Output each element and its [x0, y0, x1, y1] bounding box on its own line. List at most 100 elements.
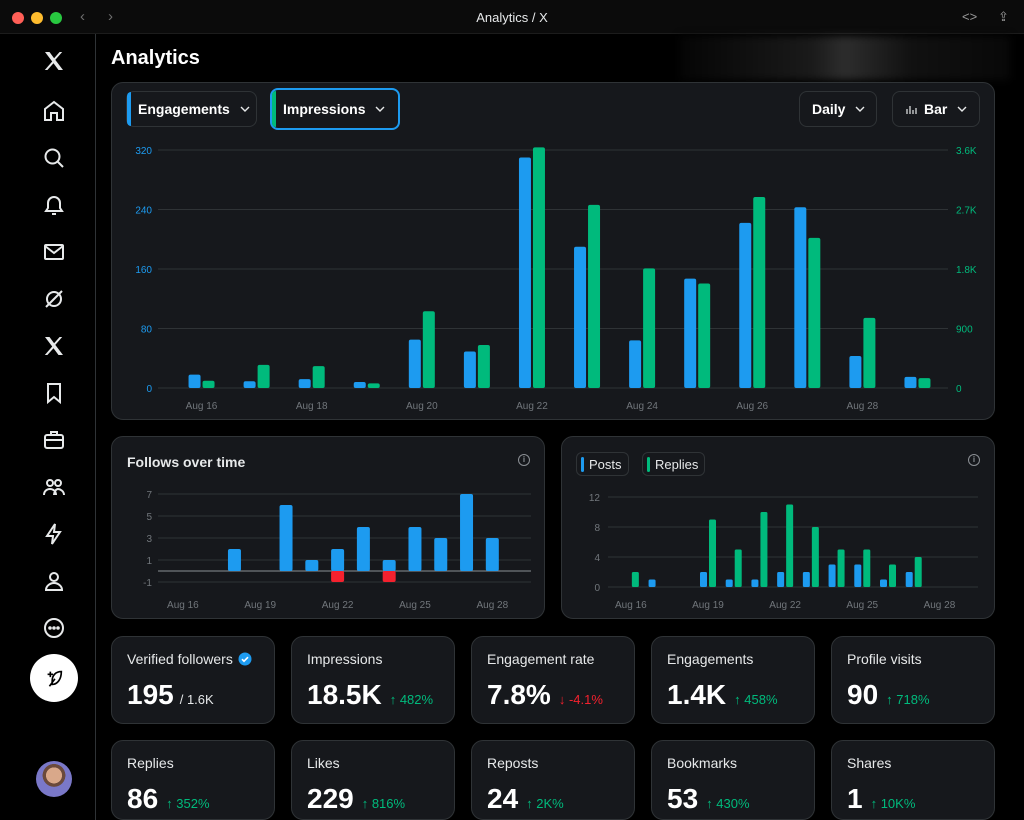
legend-replies[interactable]: Replies [642, 452, 706, 476]
bar-impressions [477, 345, 490, 388]
y-tick-label: 7 [146, 490, 152, 501]
profile-icon[interactable] [33, 563, 75, 599]
stat-card[interactable]: Profile visits 90 ↑ 718% [831, 636, 995, 724]
x-tick-label: Aug 16 [186, 401, 218, 412]
interval-label: Daily [812, 101, 846, 117]
verified-badge-icon [238, 652, 252, 666]
stat-label-text: Reposts [487, 755, 539, 771]
stat-value-text: 53 [667, 783, 699, 814]
bar-impressions [698, 283, 711, 388]
x-tick-label: Aug 20 [406, 401, 438, 412]
metric1-dropdown[interactable]: Engagements [126, 91, 257, 127]
left-tick-label: 160 [135, 265, 152, 276]
stat-value: 1 ↑ 10K% [847, 783, 915, 815]
avatar[interactable] [36, 761, 72, 797]
bar-impressions [863, 317, 876, 388]
x-logo-icon[interactable] [33, 43, 75, 79]
bell-icon[interactable] [33, 187, 75, 223]
minimize-window-button[interactable] [31, 12, 43, 24]
chart-type-label: Bar [924, 101, 948, 117]
bar-posts [648, 579, 656, 587]
stat-change: ↑ 816% [361, 796, 406, 811]
stat-value-text: 1.4K [667, 679, 727, 710]
bar-engagements [518, 157, 531, 388]
mail-icon[interactable] [33, 234, 75, 270]
more-icon[interactable] [33, 610, 75, 646]
bar-impressions [918, 378, 931, 388]
metric2-dropdown[interactable]: Impressions [270, 88, 400, 130]
zoom-window-button[interactable] [50, 12, 62, 24]
x-tick-label: Aug 25 [399, 600, 431, 611]
stat-change: ↑ 482% [389, 692, 434, 707]
bar-impressions [312, 366, 325, 388]
bar-impressions [202, 380, 215, 388]
x-tick-label: Aug 22 [516, 401, 548, 412]
stat-value-text: 1 [847, 783, 863, 814]
stat-label-text: Verified followers [127, 651, 233, 667]
lightning-icon[interactable] [33, 516, 75, 552]
stat-value-text: 86 [127, 783, 159, 814]
legend-posts[interactable]: Posts [576, 452, 629, 476]
communities-icon[interactable] [33, 469, 75, 505]
bar-impressions [257, 364, 270, 388]
search-icon[interactable] [33, 140, 75, 176]
follows-card: Follows over time i 7 5 3 1 -1 Aug 16 Aug 19 Au… [111, 436, 545, 619]
stat-card[interactable]: Engagement rate 7.8% ↓ -4.1% [471, 636, 635, 724]
x-tick-label: Aug 22 [769, 600, 801, 611]
x-premium-icon[interactable] [33, 328, 75, 364]
briefcase-icon[interactable] [33, 422, 75, 458]
close-window-button[interactable] [12, 12, 24, 24]
share-icon[interactable]: ⇪ [998, 9, 1009, 24]
bar-engagements [243, 381, 256, 388]
stat-label: Replies [127, 755, 174, 771]
stat-change: ↑ 430% [706, 796, 750, 811]
grok-icon[interactable] [33, 281, 75, 317]
stat-card[interactable]: Shares 1 ↑ 10K% [831, 740, 995, 820]
stat-label: Impressions [307, 651, 382, 667]
stat-card[interactable]: Likes 229 ↑ 816% [291, 740, 455, 820]
bar-follows [331, 549, 345, 571]
stat-card[interactable]: Impressions 18.5K ↑ 482% [291, 636, 455, 724]
bar-impressions [808, 237, 821, 388]
left-tick-label: 320 [135, 146, 152, 157]
metric2-label: Impressions [283, 101, 366, 117]
stat-value-text: 90 [847, 679, 879, 710]
stat-card[interactable]: Reposts 24 ↑ 2K% [471, 740, 635, 820]
forward-arrow-icon[interactable]: › [108, 8, 113, 25]
info-icon[interactable]: i [968, 454, 980, 466]
code-icon[interactable]: <> [962, 9, 978, 24]
stat-card[interactable]: Verified followers 195 / 1.6K [111, 636, 275, 724]
compose-post-button[interactable] [30, 654, 78, 702]
right-tick-label: 900 [956, 325, 973, 336]
stat-value-text: 7.8% [487, 679, 551, 710]
stat-change: ↑ 458% [734, 692, 778, 707]
x-tick-label: Aug 22 [322, 600, 354, 611]
left-tick-label: 240 [135, 206, 152, 217]
sidebar [0, 34, 96, 820]
bar-follows [460, 494, 474, 571]
bookmark-icon[interactable] [33, 375, 75, 411]
stat-label-text: Likes [307, 755, 340, 771]
bar-impressions [643, 268, 656, 388]
stat-label: Reposts [487, 755, 538, 771]
bar-engagements [904, 376, 917, 388]
y-tick-label: 0 [594, 583, 600, 594]
bar-engagements [188, 374, 201, 388]
x-tick-label: Aug 19 [244, 600, 276, 611]
stat-card[interactable]: Bookmarks 53 ↑ 430% [651, 740, 815, 820]
interval-dropdown[interactable]: Daily [799, 91, 877, 127]
back-arrow-icon[interactable]: ‹ [80, 8, 85, 25]
engagements-impressions-chart: 0 80 160 240 320 0 900 1.8K 2.7K 3.6K Aug 16 Aug 18… [135, 146, 977, 412]
info-icon[interactable]: i [518, 454, 530, 466]
home-icon[interactable] [33, 93, 75, 129]
bar-posts [751, 579, 759, 587]
bar-follows [485, 538, 499, 571]
bar-impressions [753, 196, 766, 388]
right-tick-label: 1.8K [956, 265, 977, 276]
bar-impressions [367, 383, 380, 388]
stat-card[interactable]: Engagements 1.4K ↑ 458% [651, 636, 815, 724]
chart-type-dropdown[interactable]: Bar [892, 91, 980, 127]
engagements-impressions-card: Engagements Impressions Daily Bar 0 80 160… [111, 82, 995, 420]
stat-card[interactable]: Replies 86 ↑ 352% [111, 740, 275, 820]
bar-engagements [574, 246, 587, 388]
